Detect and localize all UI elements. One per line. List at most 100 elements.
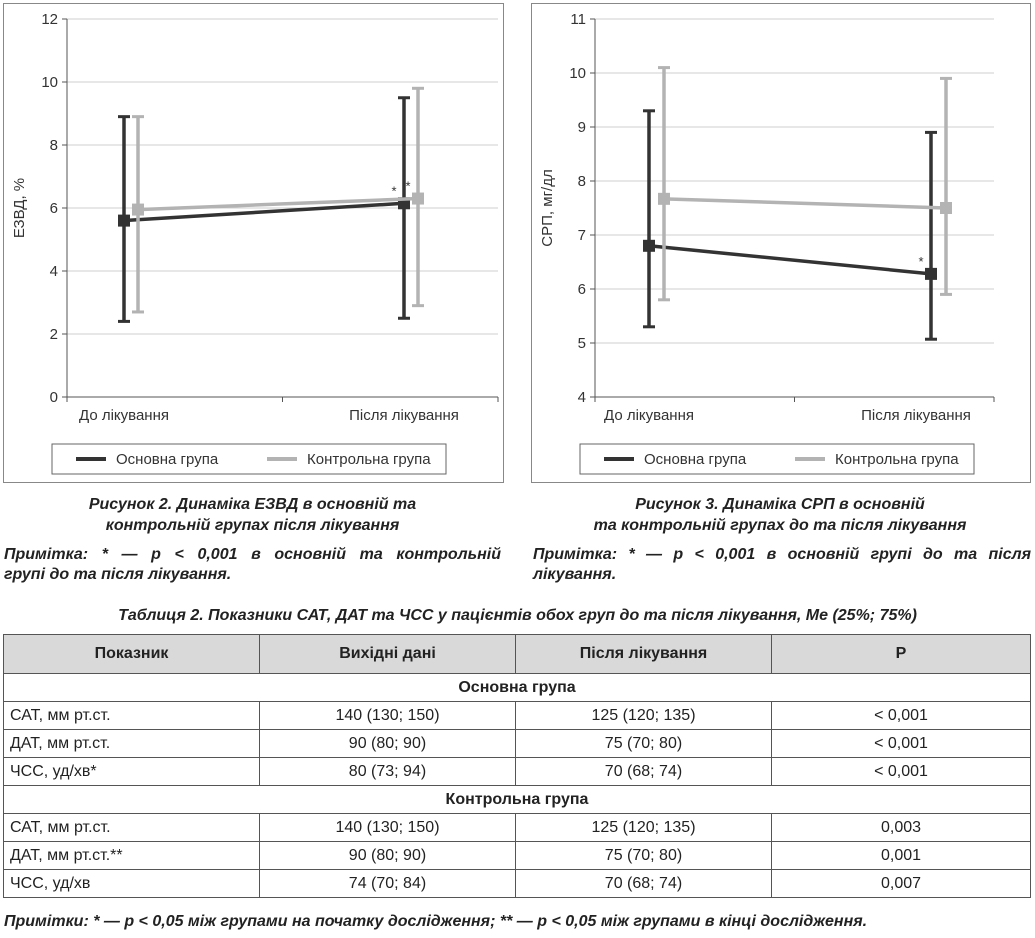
cell-p: 0,001 <box>771 841 1031 870</box>
series-control-group <box>658 66 952 302</box>
cell-after: 125 (120; 135) <box>515 701 772 730</box>
data-point <box>940 202 952 214</box>
cell-p: 0,007 <box>771 869 1031 898</box>
cell-p: < 0,001 <box>771 729 1031 758</box>
figure-3-chart: 4 5 6 7 8 9 10 11 До лікування Після лікування СРП… <box>531 3 1031 483</box>
y-tick-label: 10 <box>569 65 586 82</box>
y-tick-label: 9 <box>578 119 586 136</box>
data-point <box>118 214 130 227</box>
cell-indicator: САТ, мм рт.ст. <box>3 701 260 730</box>
series-control-group: * <box>132 86 424 314</box>
y-tick-label: 7 <box>578 227 586 244</box>
y-axis-label: ЕЗВД, % <box>11 178 28 238</box>
legend-label: Основна група <box>116 451 219 468</box>
figure-3-caption-line2: та контрольній групах до та після лікува… <box>593 517 967 534</box>
x-tick-label: Після лікування <box>861 407 971 424</box>
figure-2-caption: Рисунок 2. Динаміка ЕЗВД в основній та к… <box>3 494 502 536</box>
header-after: Після лікування <box>515 634 772 674</box>
x-tick-label: Після лікування <box>349 407 459 424</box>
group-label-main: Основна група <box>3 673 1031 702</box>
data-point <box>412 192 424 205</box>
series-line <box>663 197 947 210</box>
significance-marker: * <box>391 183 396 198</box>
table-title: Таблиця 2. Показники САТ, ДАТ та ЧСС у п… <box>118 607 917 624</box>
significance-marker: * <box>918 254 923 269</box>
cell-baseline: 74 (70; 84) <box>259 869 516 898</box>
figure-3-note: Примітка: * — р < 0,001 в основній групі… <box>533 545 1031 585</box>
figure-2-note-line2: групі до та після лікування. <box>4 566 232 583</box>
y-tick-label: 5 <box>578 335 586 352</box>
cell-after: 75 (70; 80) <box>515 729 772 758</box>
series-line <box>137 196 419 212</box>
cell-p: < 0,001 <box>771 757 1031 786</box>
series-line <box>648 244 932 276</box>
figure-3-note-line1: Примітка: * — р < 0,001 в основній групі… <box>533 546 1031 563</box>
cell-after: 75 (70; 80) <box>515 841 772 870</box>
crp-chart: 4 5 6 7 8 9 10 11 До лікування Після лікування СРП… <box>539 11 995 475</box>
legend-box <box>51 443 447 475</box>
figure-2-chart: 0 2 4 6 8 10 12 До лікування Після лікування ЕЗВД… <box>3 3 504 483</box>
figure-2-caption-line2: контрольній групах після лікування <box>105 517 400 534</box>
header-p: Р <box>771 634 1031 674</box>
figure-3-caption-line1: Рисунок 3. Динаміка СРП в основній <box>635 496 925 513</box>
legend-label: Контрольна група <box>835 451 959 468</box>
table-header-row: Показник Вихідні дані Після лікування Р <box>3 634 1031 674</box>
series-line <box>123 201 405 223</box>
data-point <box>925 267 937 280</box>
data-point <box>658 192 670 205</box>
cell-after: 70 (68; 74) <box>515 869 772 898</box>
ezvd-chart: 0 2 4 6 8 10 12 До лікування Після лікування ЕЗВД… <box>11 11 499 475</box>
cell-baseline: 90 (80; 90) <box>259 841 516 870</box>
indicators-table: Показник Вихідні дані Після лікування Р … <box>3 634 1031 898</box>
y-tick-label: 2 <box>50 326 58 343</box>
data-point <box>132 203 144 216</box>
table-row: ЧСС, уд/хв 74 (70; 84) 70 (68; 74) 0,007 <box>3 869 1031 898</box>
y-axis-label: СРП, мг/дл <box>539 169 556 246</box>
table-footnote: Примітки: * — р < 0,05 між групами на по… <box>4 913 868 930</box>
y-tick-label: 0 <box>50 389 58 406</box>
y-tick-label: 8 <box>578 173 586 190</box>
y-tick-label: 4 <box>578 389 586 406</box>
x-tick-label: До лікування <box>79 407 169 424</box>
group-row: Основна група <box>3 673 1031 702</box>
cell-after: 70 (68; 74) <box>515 757 772 786</box>
table-row: ДАТ, мм рт.ст.** 90 (80; 90) 75 (70; 80)… <box>3 841 1031 870</box>
header-indicator: Показник <box>3 634 260 674</box>
series-main-group: * <box>118 96 410 323</box>
series-main-group: * <box>643 109 937 341</box>
y-tick-label: 10 <box>41 74 58 91</box>
cell-baseline: 80 (73; 94) <box>259 757 516 786</box>
cell-baseline: 140 (130; 150) <box>259 813 516 842</box>
group-row: Контрольна група <box>3 785 1031 814</box>
table-row: ЧСС, уд/хв* 80 (73; 94) 70 (68; 74) < 0,… <box>3 757 1031 786</box>
cell-p: 0,003 <box>771 813 1031 842</box>
figure-2-caption-line1: Рисунок 2. Динаміка ЕЗВД в основній та <box>88 496 417 513</box>
header-baseline: Вихідні дані <box>259 634 516 674</box>
x-tick-label: До лікування <box>604 407 694 424</box>
legend: Основна група Контрольна група <box>51 443 447 475</box>
cell-after: 125 (120; 135) <box>515 813 772 842</box>
legend-label: Контрольна група <box>307 451 431 468</box>
cell-indicator: ЧСС, уд/хв* <box>3 757 260 786</box>
y-tick-label: 11 <box>570 11 586 28</box>
table-row: САТ, мм рт.ст. 140 (130; 150) 125 (120; … <box>3 813 1031 842</box>
cell-indicator: ЧСС, уд/хв <box>3 869 260 898</box>
cell-baseline: 140 (130; 150) <box>259 701 516 730</box>
y-tick-label: 8 <box>50 137 58 154</box>
cell-baseline: 90 (80; 90) <box>259 729 516 758</box>
data-point <box>643 239 655 252</box>
cell-indicator: ДАТ, мм рт.ст.** <box>3 841 260 870</box>
legend-box <box>579 443 975 475</box>
figure-2-note-line1: Примітка: * — р < 0,001 в основній та ко… <box>4 546 501 563</box>
group-label-control: Контрольна група <box>3 785 1031 814</box>
cell-indicator: ДАТ, мм рт.ст. <box>3 729 260 758</box>
y-tick-label: 12 <box>41 11 58 28</box>
cell-indicator: САТ, мм рт.ст. <box>3 813 260 842</box>
y-tick-label: 4 <box>50 263 58 280</box>
cell-p: < 0,001 <box>771 701 1031 730</box>
y-tick-label: 6 <box>50 200 58 217</box>
table-row: САТ, мм рт.ст. 140 (130; 150) 125 (120; … <box>3 701 1031 730</box>
legend: Основна група Контрольна група <box>579 443 975 475</box>
y-tick-label: 6 <box>578 281 586 298</box>
figure-3-note-line2: лікування. <box>533 566 617 583</box>
